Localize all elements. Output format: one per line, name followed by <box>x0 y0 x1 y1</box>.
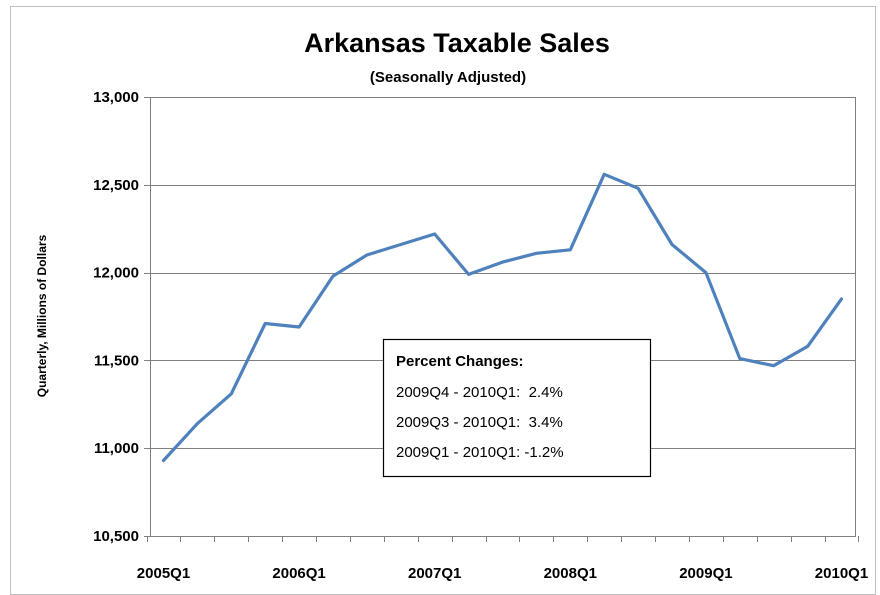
y-tick-label: 11,000 <box>94 440 139 457</box>
series-line <box>161 172 844 463</box>
y-tick-label: 12,000 <box>93 265 139 282</box>
y-tick-label: 10,500 <box>93 528 139 545</box>
y-tick-label: 11,500 <box>94 352 139 369</box>
annotation-heading: Percent Changes: <box>396 353 524 370</box>
series-layer <box>161 172 844 463</box>
x-tick-label: 2005Q1 <box>137 565 190 582</box>
y-tick-label: 12,500 <box>93 177 139 194</box>
x-axis-ticks: 2005Q1 2006Q1 2007Q1 2008Q1 2009Q1 2010Q1 <box>137 536 868 582</box>
y-tick-label: 13,000 <box>93 89 139 106</box>
annotation-line: 2009Q3 - 2010Q1: 3.4% <box>396 414 563 431</box>
x-tick-label: 2010Q1 <box>815 565 868 582</box>
annotation-line: 2009Q1 - 2010Q1: -1.2% <box>396 444 564 461</box>
chart-subtitle: (Seasonally Adjusted) <box>370 69 526 86</box>
annotation-line: 2009Q4 - 2010Q1: 2.4% <box>396 384 563 401</box>
annotation-box: Percent Changes: 2009Q4 - 2010Q1: 2.4% 2… <box>382 338 652 478</box>
y-axis-ticks: 10,500 11,000 11,500 12,000 12,500 13,000 <box>93 89 150 545</box>
x-tick-label: 2006Q1 <box>272 565 325 582</box>
x-tick-label: 2007Q1 <box>408 565 461 582</box>
x-tick-label: 2009Q1 <box>679 565 732 582</box>
x-tick-label: 2008Q1 <box>544 565 597 582</box>
annotation-box-frame <box>382 338 652 478</box>
plot-area-border <box>150 97 856 537</box>
chart-title: Arkansas Taxable Sales <box>304 28 610 58</box>
y-axis-label: Quarterly, Millions of Dollars <box>35 234 49 397</box>
